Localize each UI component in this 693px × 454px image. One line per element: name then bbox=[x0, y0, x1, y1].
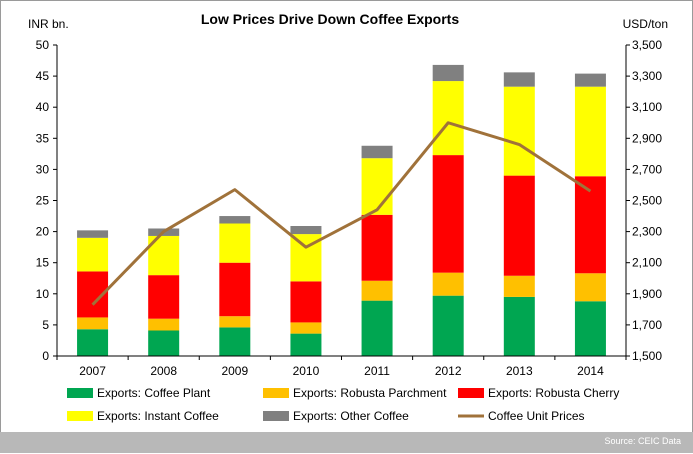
bar-2011-series-1 bbox=[361, 280, 393, 301]
bar-2011-series-4 bbox=[361, 145, 393, 159]
y2-tick-label: 3,300 bbox=[632, 69, 662, 83]
legend-label: Exports: Instant Coffee bbox=[97, 409, 219, 423]
bar-2014-series-4 bbox=[574, 73, 606, 87]
source-bar: Source: CEIC Data bbox=[0, 432, 693, 453]
x-tick-label: 2009 bbox=[221, 364, 248, 378]
bar-2014-series-0 bbox=[574, 301, 606, 356]
y-tick-label: 15 bbox=[36, 256, 50, 270]
bar-2009-series-4 bbox=[219, 216, 251, 224]
x-tick-label: 2008 bbox=[150, 364, 177, 378]
y2-tick-label: 1,500 bbox=[632, 349, 662, 363]
bar-2008-series-2 bbox=[148, 275, 180, 319]
bar-2013-series-3 bbox=[503, 86, 535, 176]
bar-2014-series-3 bbox=[574, 86, 606, 177]
y2-tick-label: 3,100 bbox=[632, 100, 662, 114]
bar-2014-series-1 bbox=[574, 273, 606, 302]
bar-2012-series-4 bbox=[432, 64, 464, 82]
legend-swatch bbox=[263, 388, 289, 398]
bar-2011-series-2 bbox=[361, 214, 393, 281]
y2-tick-label: 1,900 bbox=[632, 287, 662, 301]
y2-tick-label: 2,100 bbox=[632, 256, 662, 270]
bar-2013-series-4 bbox=[503, 72, 535, 87]
bar-2010-series-0 bbox=[290, 333, 322, 356]
y-tick-label: 20 bbox=[36, 225, 50, 239]
bar-2007-series-3 bbox=[77, 237, 109, 272]
x-tick-label: 2010 bbox=[293, 364, 320, 378]
bar-2012-series-2 bbox=[432, 155, 464, 273]
axes-group: 0 5 10 15 20 25 30 35 40 45 50 1,500 1,700 1,900 2,100… bbox=[36, 38, 663, 378]
bar-2011-series-3 bbox=[361, 158, 393, 215]
legend-label: Coffee Unit Prices bbox=[488, 409, 585, 423]
x-tick-label: 2014 bbox=[577, 364, 604, 378]
legend-label: Exports: Coffee Plant bbox=[97, 386, 211, 400]
bars-group bbox=[77, 64, 606, 356]
bar-2008-series-1 bbox=[148, 318, 180, 331]
bar-2007-series-0 bbox=[77, 329, 109, 356]
y2-tick-label: 2,300 bbox=[632, 225, 662, 239]
legend: Exports: Coffee Plant Exports: Robusta Pa… bbox=[67, 386, 619, 423]
price-line-group bbox=[91, 121, 592, 306]
legend-swatch bbox=[263, 411, 289, 421]
legend-swatch bbox=[67, 411, 93, 421]
bar-2009-series-2 bbox=[219, 262, 251, 317]
bar-2007-series-1 bbox=[77, 317, 109, 330]
bar-2007-series-4 bbox=[77, 230, 109, 238]
y-tick-label: 45 bbox=[36, 69, 50, 83]
bar-2009-series-1 bbox=[219, 316, 251, 328]
bar-2013-series-0 bbox=[503, 296, 535, 356]
y-tick-label: 40 bbox=[36, 100, 50, 114]
bar-2012-series-0 bbox=[432, 295, 464, 356]
bar-2012-series-3 bbox=[432, 81, 464, 156]
y-tick-label: 50 bbox=[36, 38, 50, 52]
price-line bbox=[91, 121, 592, 306]
bar-2008-series-0 bbox=[148, 330, 180, 356]
bar-2010-series-1 bbox=[290, 322, 322, 334]
y-tick-label: 25 bbox=[36, 194, 50, 208]
x-tick-label: 2012 bbox=[435, 364, 462, 378]
y2-tick-label: 3,500 bbox=[632, 38, 662, 52]
y2-tick-label: 2,500 bbox=[632, 194, 662, 208]
bar-2011-series-0 bbox=[361, 300, 393, 356]
x-tick-label: 2013 bbox=[506, 364, 533, 378]
y-tick-label: 30 bbox=[36, 162, 50, 176]
y-axis-label: INR bn. bbox=[28, 17, 69, 31]
bar-2012-series-1 bbox=[432, 272, 464, 296]
bar-2010-series-4 bbox=[290, 226, 322, 235]
y2-tick-label: 2,700 bbox=[632, 162, 662, 176]
legend-label: Exports: Robusta Parchment bbox=[293, 386, 447, 400]
chart-title: Low Prices Drive Down Coffee Exports bbox=[201, 11, 459, 27]
legend-label: Exports: Other Coffee bbox=[293, 409, 409, 423]
y2-tick-label: 1,700 bbox=[632, 318, 662, 332]
bar-2009-series-3 bbox=[219, 223, 251, 263]
y2-axis-label: USD/ton bbox=[623, 17, 668, 31]
y2-tick-label: 2,900 bbox=[632, 131, 662, 145]
legend-swatch bbox=[67, 388, 93, 398]
source-text: Source: CEIC Data bbox=[604, 436, 681, 446]
x-tick-label: 2007 bbox=[79, 364, 106, 378]
y-tick-label: 35 bbox=[36, 131, 50, 145]
x-tick-label: 2011 bbox=[364, 364, 390, 378]
bar-2014-series-2 bbox=[574, 176, 606, 274]
bar-2013-series-1 bbox=[503, 275, 535, 297]
bar-2009-series-0 bbox=[219, 327, 251, 356]
bar-2013-series-2 bbox=[503, 175, 535, 276]
y-tick-label: 10 bbox=[36, 287, 50, 301]
y-tick-label: 0 bbox=[42, 349, 49, 363]
y-tick-label: 5 bbox=[42, 318, 49, 332]
legend-swatch bbox=[458, 388, 484, 398]
bar-2010-series-2 bbox=[290, 281, 322, 323]
legend-label: Exports: Robusta Cherry bbox=[488, 386, 619, 400]
